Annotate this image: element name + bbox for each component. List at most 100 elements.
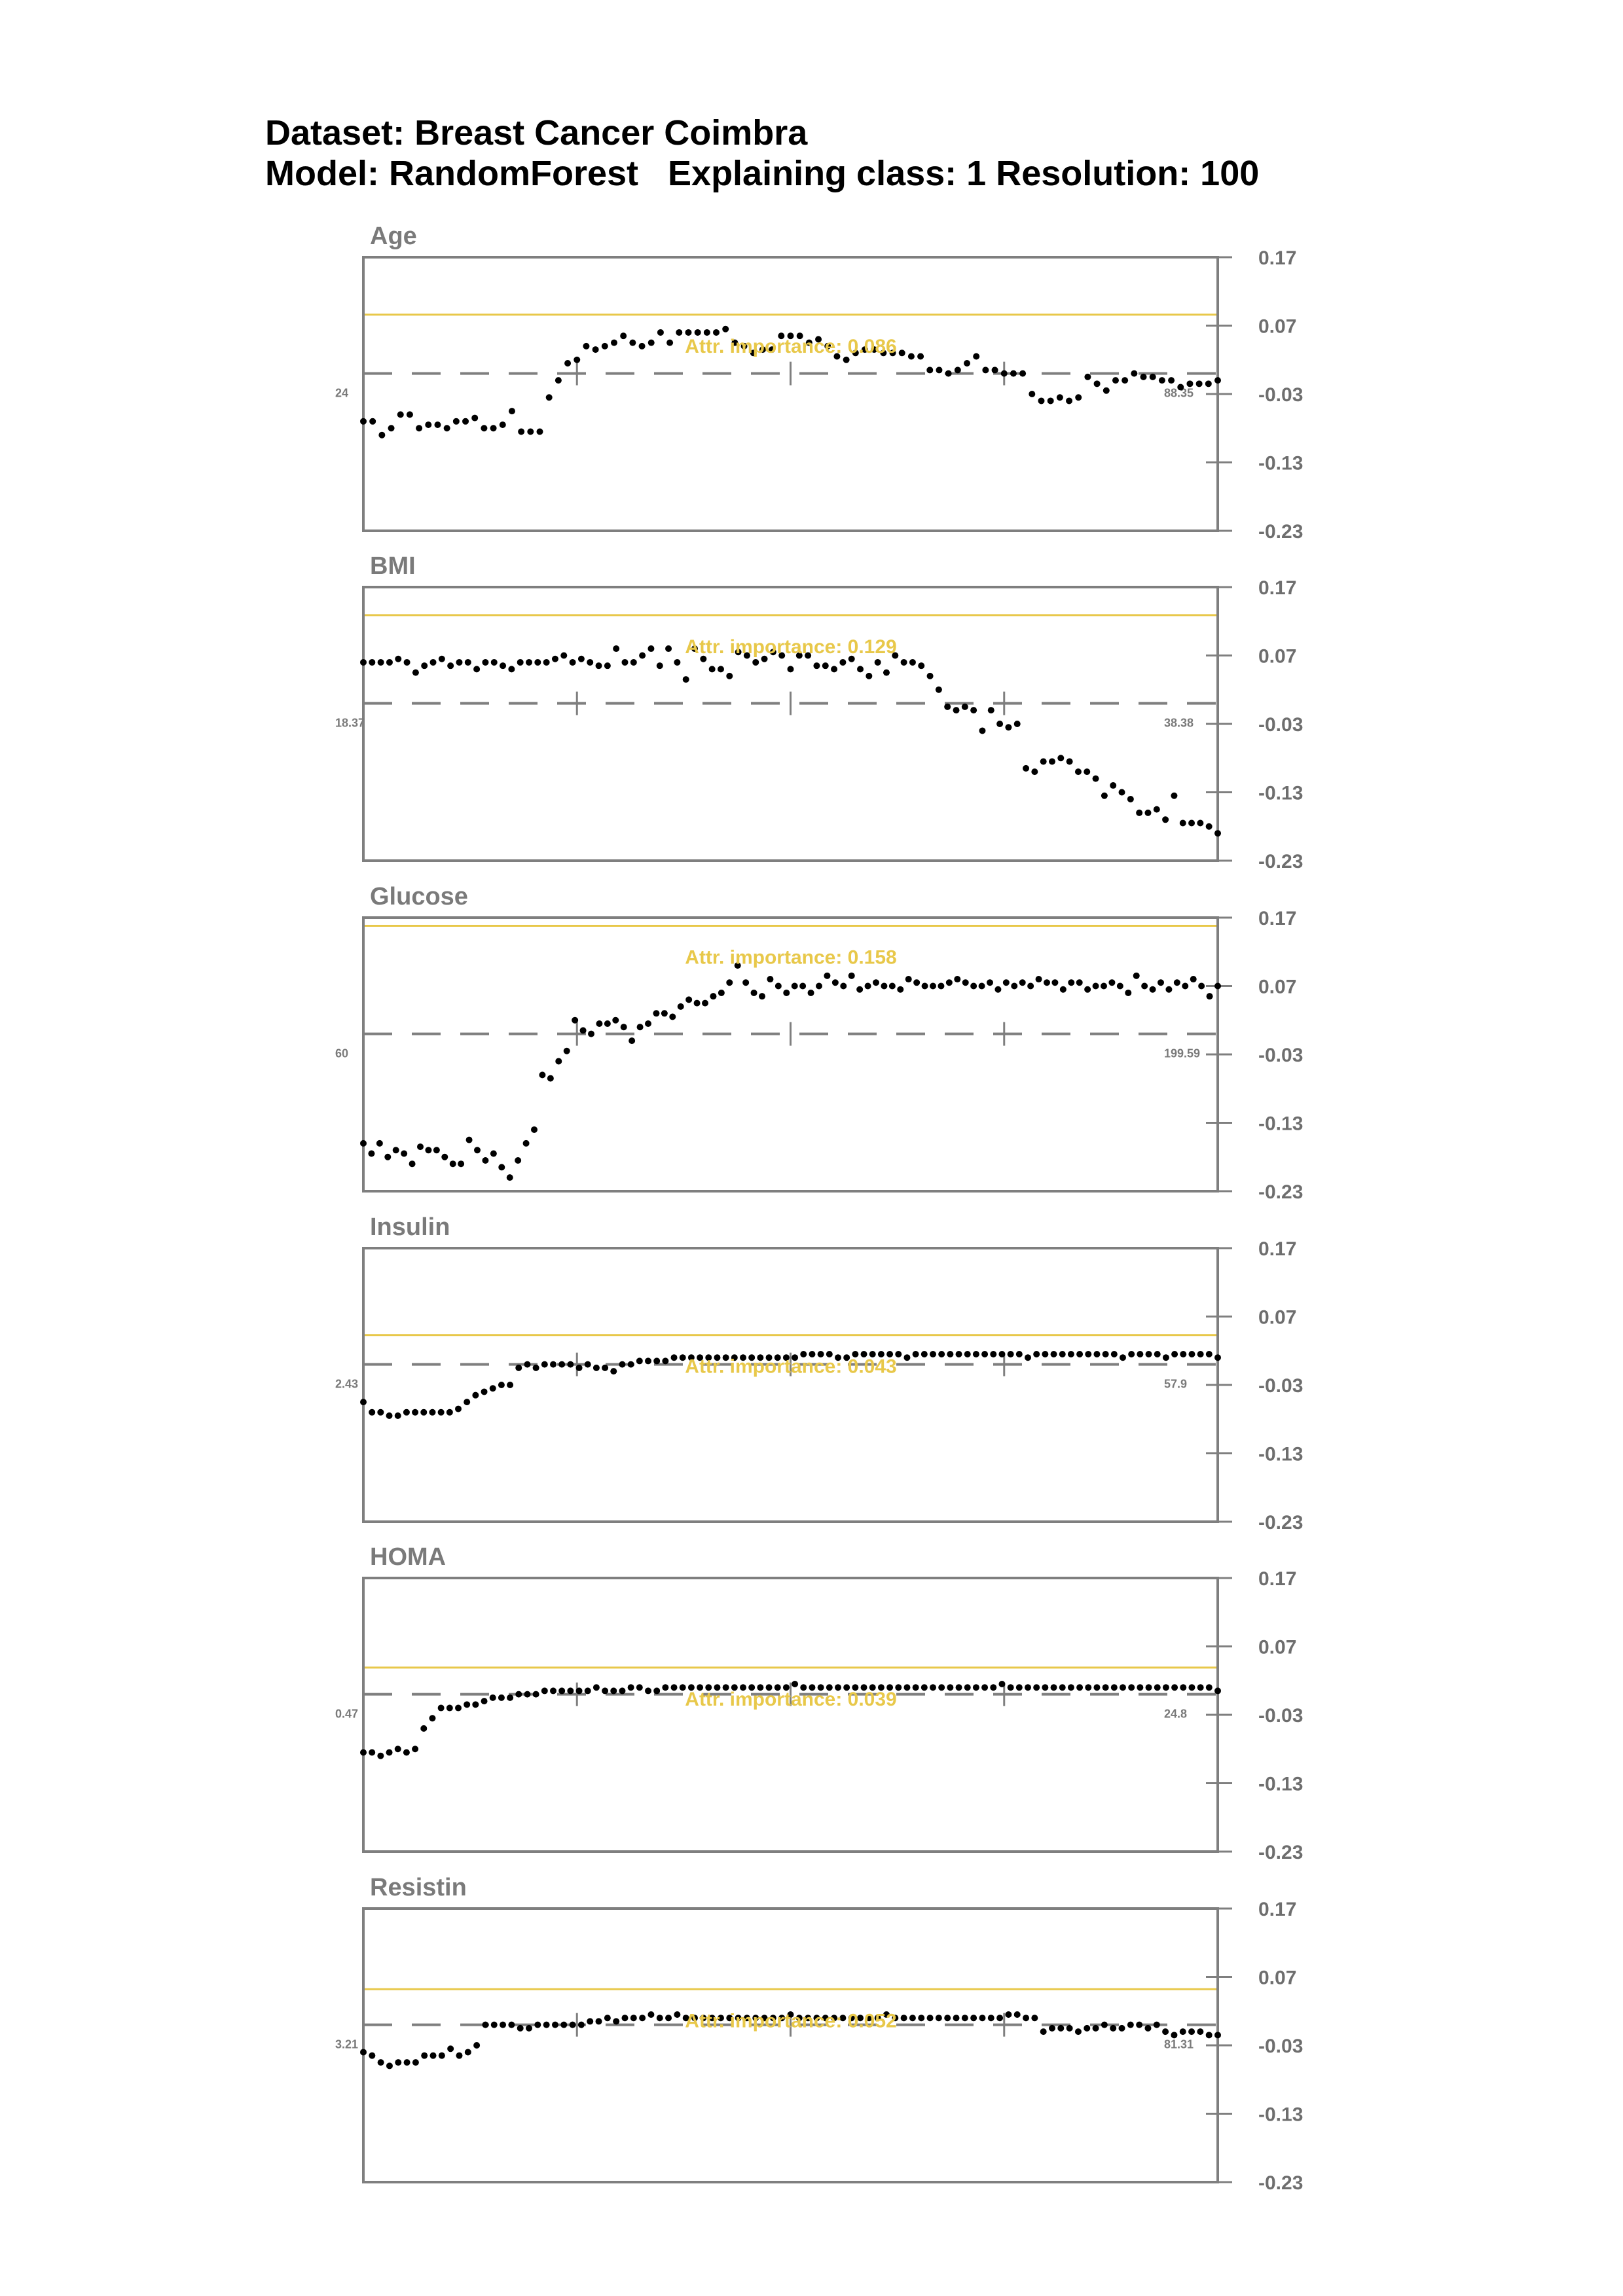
age-data-point: [694, 329, 701, 336]
glucose-data-point: [1214, 982, 1221, 990]
homa-data-point: [1015, 1684, 1023, 1691]
homa-data-point: [757, 1684, 764, 1691]
age-data-point: [982, 367, 989, 374]
resistin-data-point: [1110, 2024, 1117, 2032]
resistin-data-point: [909, 2015, 916, 2022]
homa-data-point: [1137, 1684, 1144, 1691]
bmi-data-point: [604, 662, 611, 670]
homa-data-point: [1188, 1684, 1195, 1691]
glucose-panel-title: Glucose: [370, 883, 468, 910]
age-data-point: [805, 339, 812, 346]
bmi-data-point: [1127, 795, 1134, 802]
glucose-data-point: [1165, 986, 1173, 993]
resistin-data-point: [647, 2011, 655, 2018]
bmi-data-point: [534, 658, 541, 666]
bmi-data-point: [1171, 792, 1178, 799]
resistin-data-point: [456, 2052, 463, 2059]
resistin-data-point: [1179, 2028, 1186, 2036]
glucose-data-point: [1019, 979, 1026, 986]
glucose-data-point: [954, 976, 961, 983]
glucose-data-point: [807, 989, 814, 996]
homa-data-point: [498, 1694, 505, 1701]
age-data-point: [369, 418, 376, 425]
resistin-data-point: [1031, 2015, 1038, 2022]
age-ytick-label: -0.13: [1258, 453, 1303, 475]
homa-data-point: [930, 1684, 936, 1691]
glucose-data-point: [718, 989, 725, 996]
insulin-data-point: [575, 1364, 583, 1371]
age-data-point: [416, 425, 423, 432]
glucose-data-point: [938, 982, 945, 990]
resistin-data-point: [787, 2011, 794, 2018]
resistin-data-point: [831, 2015, 838, 2022]
age-data-point: [1075, 394, 1082, 401]
resistin-data-point: [377, 2059, 384, 2066]
age-data-point: [508, 408, 515, 415]
insulin-ytick-label: 0.17: [1258, 1238, 1296, 1260]
insulin-data-point: [757, 1354, 764, 1361]
resistin-data-point: [395, 2059, 402, 2066]
insulin-data-point: [886, 1350, 894, 1357]
age-data-point: [861, 346, 868, 353]
insulin-data-point: [429, 1408, 436, 1416]
age-data-point: [443, 425, 450, 432]
insulin-data-point: [584, 1361, 591, 1368]
insulin-data-point: [602, 1364, 609, 1371]
age-data-point: [1168, 377, 1175, 384]
insulin-data-point: [843, 1354, 850, 1361]
insulin-data-point: [360, 1399, 367, 1406]
age-ytick-label: 0.17: [1258, 247, 1296, 269]
bmi-data-point: [587, 658, 594, 666]
glucose-data-point: [458, 1160, 465, 1168]
homa-data-point: [1025, 1684, 1031, 1691]
glucose-data-point: [661, 1010, 668, 1017]
glucose-data-point: [831, 979, 839, 986]
homa-data-point: [558, 1687, 566, 1695]
homa-data-point: [964, 1684, 971, 1691]
resistin-data-point: [1057, 2024, 1065, 2032]
bmi-data-point: [508, 666, 515, 673]
glucose-data-point: [474, 1147, 481, 1154]
glucose-data-point: [767, 976, 774, 983]
glucose-data-point: [482, 1157, 489, 1164]
bmi-data-point: [630, 658, 637, 666]
insulin-plot-frame: [362, 1247, 1219, 1523]
resistin-data-point: [996, 2015, 1004, 2022]
age-data-point: [471, 414, 479, 422]
glucose-data-point: [897, 986, 904, 993]
homa-data-point: [990, 1684, 997, 1691]
glucose-data-point: [1076, 979, 1083, 986]
homa-data-point: [1067, 1684, 1074, 1691]
bmi-data-point: [369, 658, 376, 666]
bmi-data-point: [656, 662, 663, 670]
resistin-data-point: [735, 2015, 742, 2022]
homa-data-point: [782, 1684, 790, 1691]
homa-data-point: [472, 1701, 479, 1708]
glucose-data-point: [1035, 976, 1042, 983]
insulin-data-point: [610, 1368, 617, 1375]
age-data-point: [1205, 380, 1212, 387]
resistin-data-point: [1205, 2032, 1213, 2039]
age-data-point: [620, 332, 627, 340]
homa-data-point: [947, 1684, 954, 1691]
age-data-point: [592, 346, 599, 353]
glucose-data-point: [636, 1024, 644, 1031]
age-data-point: [871, 346, 878, 353]
bmi-data-point: [1048, 758, 1055, 765]
age-data-point: [917, 353, 924, 360]
resistin-data-point: [412, 2059, 419, 2066]
glucose-data-point: [1051, 979, 1059, 986]
glucose-data-point: [1002, 979, 1010, 986]
bmi-ytick-label: -0.13: [1258, 783, 1303, 804]
bmi-ytick-label: 0.07: [1258, 646, 1296, 668]
glucose-data-point: [596, 1020, 603, 1027]
bmi-data-point: [543, 658, 550, 666]
chart-title-model: Model: RandomForest Explaining class: 1 …: [265, 154, 1260, 193]
glucose-data-point: [1125, 989, 1132, 996]
insulin-data-point: [835, 1354, 841, 1361]
bmi-data-point: [961, 703, 968, 710]
glucose-data-point: [840, 982, 847, 990]
resistin-data-point: [438, 2052, 445, 2059]
bmi-data-point: [708, 666, 716, 673]
